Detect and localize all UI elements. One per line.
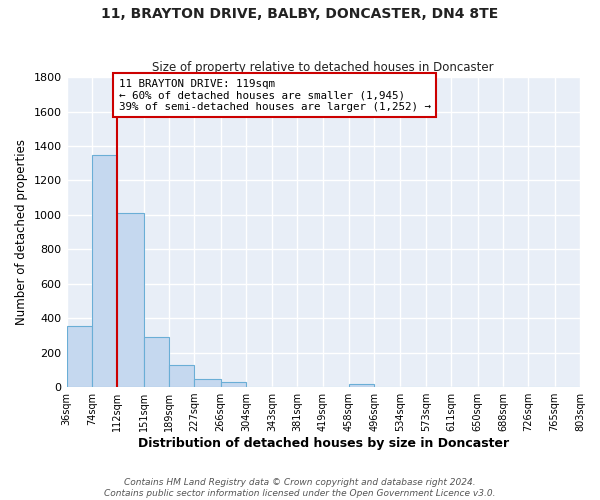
Bar [194, 380, 221, 387]
Title: Size of property relative to detached houses in Doncaster: Size of property relative to detached ho… [152, 62, 494, 74]
Text: Contains HM Land Registry data © Crown copyright and database right 2024.
Contai: Contains HM Land Registry data © Crown c… [104, 478, 496, 498]
Bar [92, 154, 118, 387]
Bar [349, 384, 374, 387]
Bar [118, 213, 143, 387]
Bar [143, 337, 169, 387]
Text: 11, BRAYTON DRIVE, BALBY, DONCASTER, DN4 8TE: 11, BRAYTON DRIVE, BALBY, DONCASTER, DN4… [101, 8, 499, 22]
Bar [67, 326, 92, 387]
X-axis label: Distribution of detached houses by size in Doncaster: Distribution of detached houses by size … [138, 437, 509, 450]
Bar [169, 364, 194, 387]
Y-axis label: Number of detached properties: Number of detached properties [15, 139, 28, 325]
Text: 11 BRAYTON DRIVE: 119sqm
← 60% of detached houses are smaller (1,945)
39% of sem: 11 BRAYTON DRIVE: 119sqm ← 60% of detach… [119, 79, 431, 112]
Bar [221, 382, 246, 387]
